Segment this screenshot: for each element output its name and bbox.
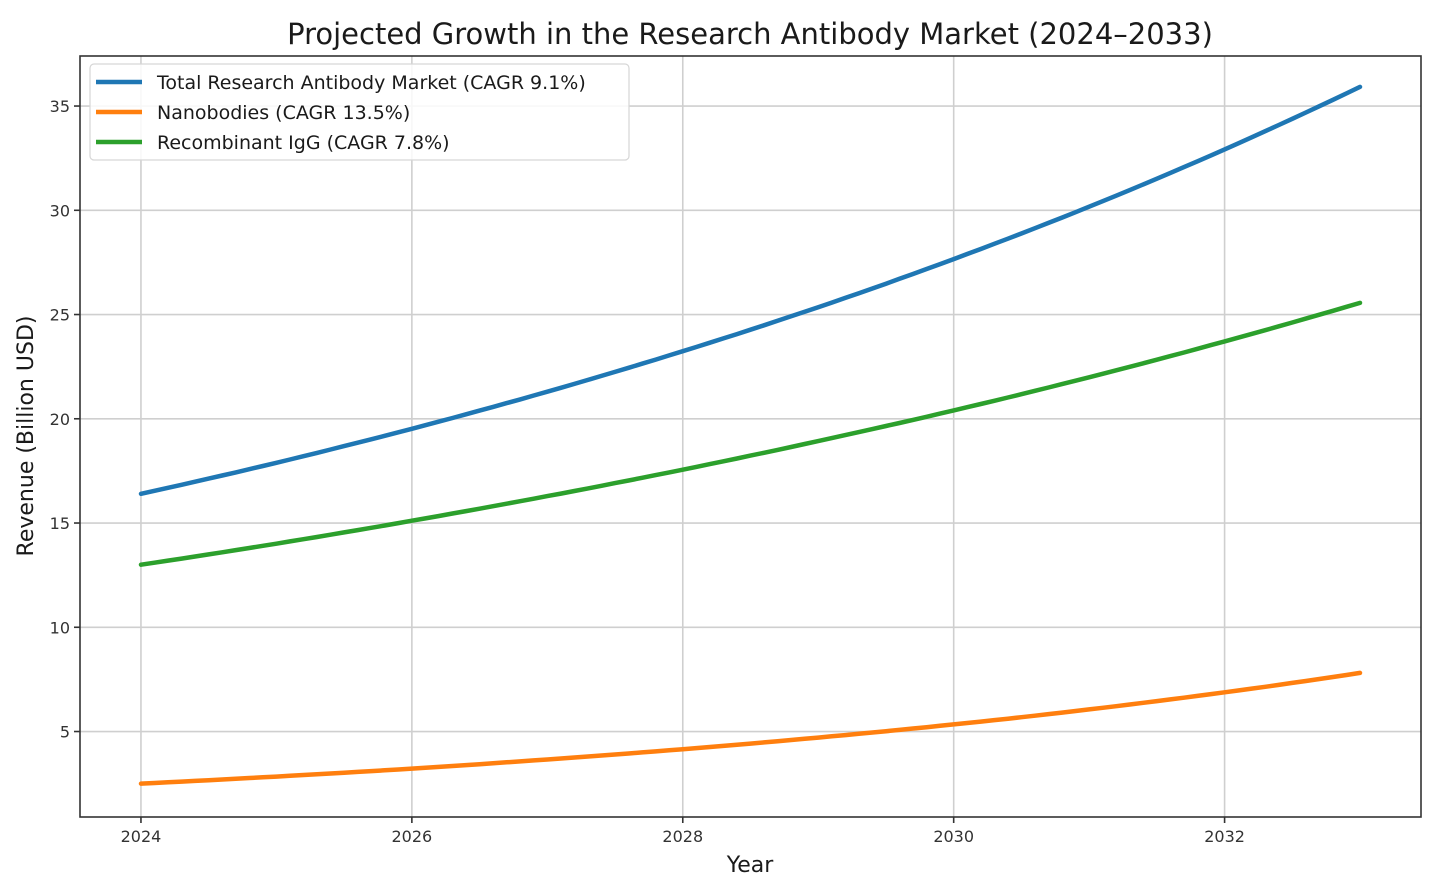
x-axis-label: Year <box>726 853 775 878</box>
y-axis-label: Revenue (Billion USD) <box>14 316 39 557</box>
legend-label: Nanobodies (CAGR 13.5%) <box>157 102 410 124</box>
y-tick-label: 35 <box>50 97 70 116</box>
series-line-2 <box>138 300 1363 567</box>
y-tick-label: 10 <box>50 618 70 637</box>
x-tick-label: 2028 <box>662 827 703 846</box>
series-line-1 <box>138 670 1363 786</box>
x-tick-label: 2032 <box>1204 827 1245 846</box>
y-tick-label: 25 <box>50 306 70 325</box>
y-tick-label: 30 <box>50 201 70 220</box>
plot-frame <box>79 55 1422 818</box>
legend-label: Recombinant IgG (CAGR 7.8%) <box>157 132 450 154</box>
y-tick-label: 15 <box>50 514 70 533</box>
x-tick-label: 2026 <box>392 827 433 846</box>
legend-item: Total Research Antibody Market (CAGR 9.1… <box>96 72 586 94</box>
series-lines <box>138 84 1363 786</box>
legend-label: Total Research Antibody Market (CAGR 9.1… <box>156 72 586 94</box>
x-tick-label: 2024 <box>121 827 162 846</box>
legend-item: Nanobodies (CAGR 13.5%) <box>96 102 410 124</box>
x-tick-label: 2030 <box>933 827 974 846</box>
y-tick-label: 20 <box>50 410 70 429</box>
axis-ticks: 2024 2026 2028 2030 2032 5 10 15 20 25 30 35 <box>50 97 1245 846</box>
legend: Total Research Antibody Market (CAGR 9.1… <box>89 63 630 161</box>
y-tick-label: 5 <box>60 723 70 742</box>
legend-box <box>89 63 630 161</box>
series-line-0 <box>138 84 1363 497</box>
grid <box>80 56 1421 817</box>
chart-title: Projected Growth in the Research Antibod… <box>287 17 1213 51</box>
legend-item: Recombinant IgG (CAGR 7.8%) <box>96 132 450 154</box>
